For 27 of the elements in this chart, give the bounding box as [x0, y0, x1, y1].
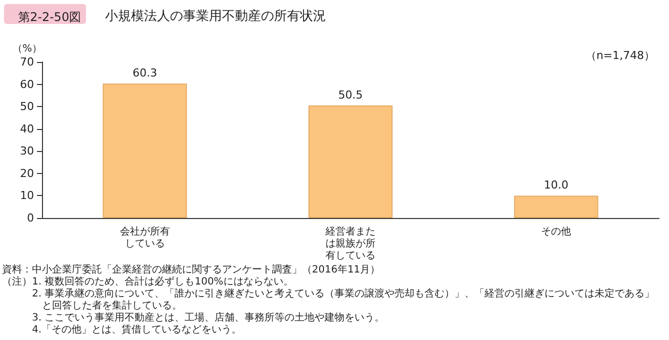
y-tick-label: 60 — [20, 78, 34, 91]
bar — [514, 196, 598, 218]
text: 資料：中小企業庁委託「企業経営の継続に関するアンケート調査」（2016年11月） — [2, 264, 380, 276]
bar — [102, 84, 187, 218]
y-tick-label: 40 — [20, 122, 34, 136]
y-tick-label: 10 — [20, 189, 34, 202]
y-tick-label: 30 — [20, 144, 34, 158]
x-tick-label: 会社が所有している — [120, 226, 170, 250]
data-label: 10.0 — [544, 178, 568, 192]
data-label: 50.5 — [338, 88, 363, 102]
text: （注）1. 複数回答のため、合計は必ずしも100%にはならない。 — [2, 276, 294, 288]
y-tick-label: 70 — [20, 56, 34, 68]
x-tick-label: 経営者または親族が所有している — [324, 226, 376, 262]
text: 4.「その他」とは、賃借しているなどをいう。 — [32, 324, 242, 336]
text: （n=1,748） — [585, 49, 656, 62]
data-label: 60.3 — [132, 66, 158, 80]
y-tick-label: 50 — [20, 100, 34, 114]
text: 2. 事業承継の意向について、「誰かに引き継ぎたいと考えている（事業の譲渡や売却も含む）」、「経営の引継ぎについては未定である」 — [32, 288, 655, 300]
text: と回答した者を集計している。 — [42, 300, 182, 312]
y-axis-title: （%） — [12, 44, 42, 54]
bar — [308, 105, 392, 218]
y-tick-label: 20 — [20, 166, 34, 180]
x-tick-label: その他 — [541, 226, 572, 238]
text: 3. ここでいう事業用不動産とは、工場、店舗、事務所等の土地や建物をいう。 — [32, 312, 385, 324]
chart-subtitle: 小規模法人の事業用不動産の所有状況 — [105, 8, 326, 24]
y-tick-label: 0 — [27, 212, 34, 224]
chart-title: 第2-2-50図 — [18, 10, 82, 24]
